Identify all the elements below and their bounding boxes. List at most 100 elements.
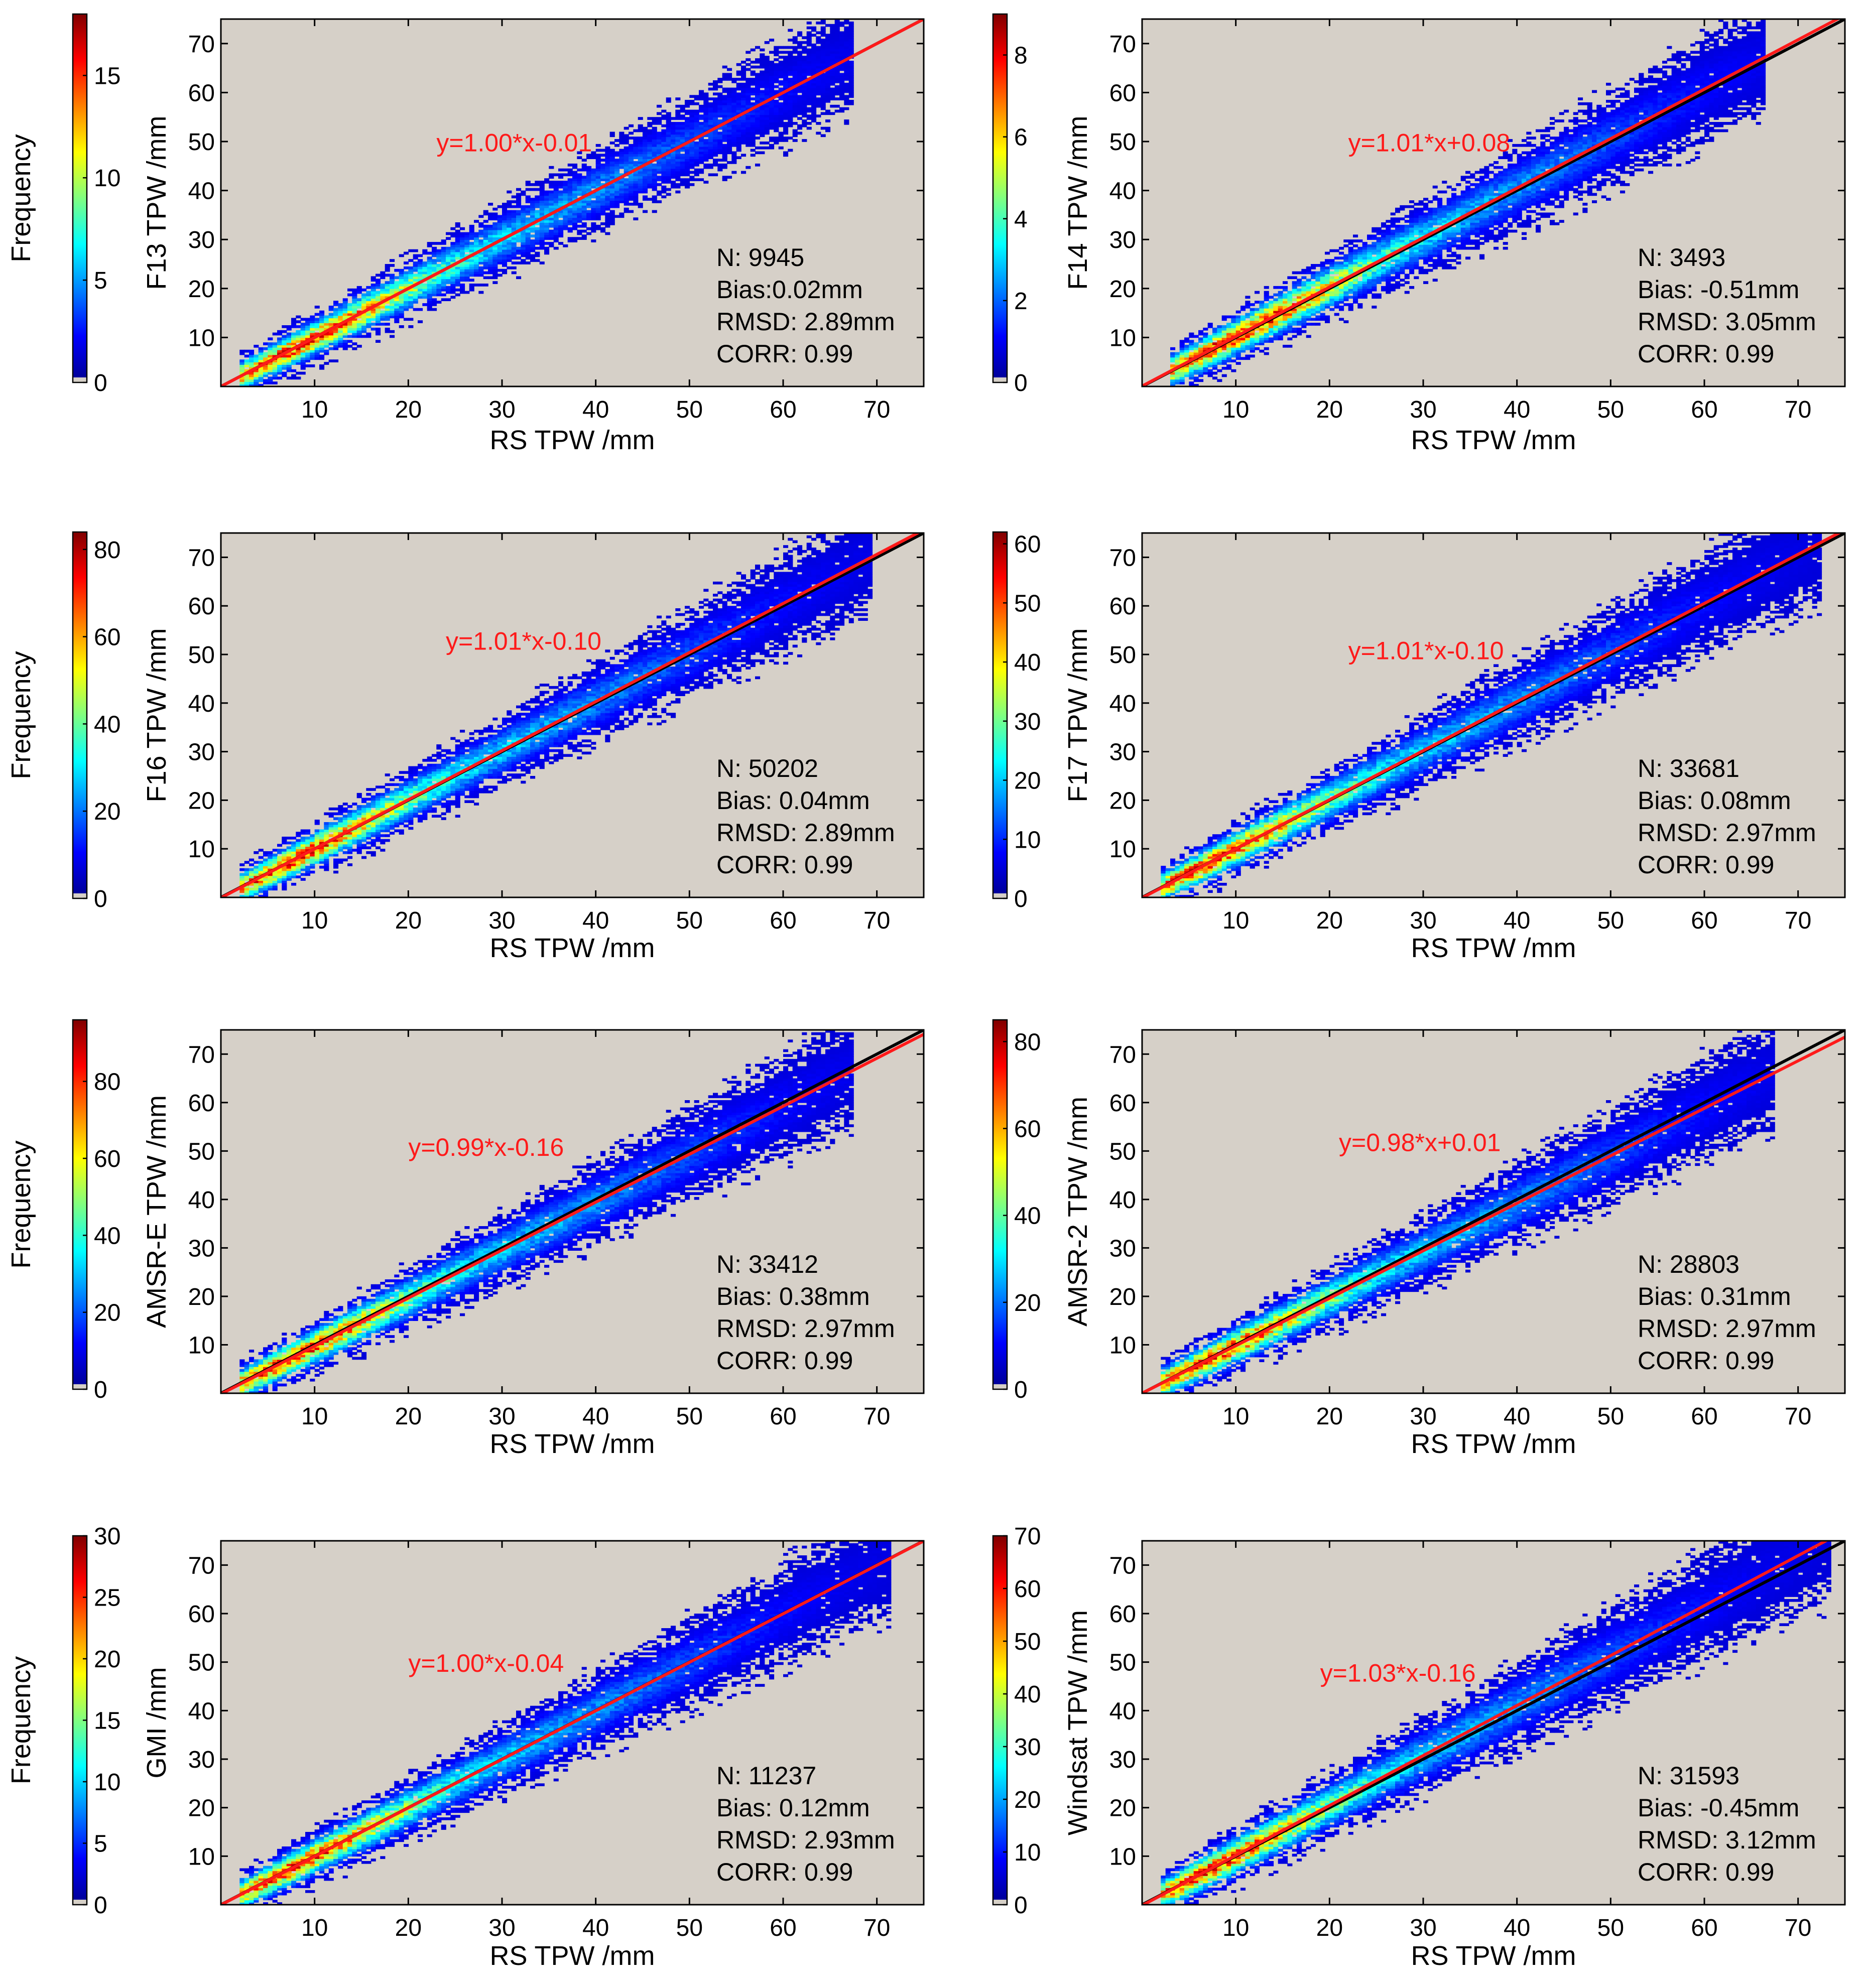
density-cell: [511, 224, 517, 228]
density-cell: [675, 142, 681, 145]
density-cell: [797, 117, 803, 120]
density-cell: [811, 85, 817, 88]
density-cell: [792, 131, 798, 135]
density-cell: [507, 200, 512, 203]
density-cell: [1390, 279, 1396, 282]
density-cell: [1418, 254, 1424, 257]
y-tick-label-f13: 70: [188, 31, 215, 58]
density-cell: [1278, 291, 1283, 294]
density-cell: [694, 102, 699, 105]
density-cell: [516, 200, 522, 203]
density-cell: [619, 142, 625, 145]
density-cell: [760, 85, 765, 88]
density-cell: [1329, 293, 1335, 297]
density-cell: [305, 345, 311, 348]
density-cell: [1418, 207, 1424, 211]
density-cell: [581, 212, 587, 216]
density-cell: [806, 82, 812, 86]
density-cell: [708, 87, 713, 91]
density-cell: [516, 227, 522, 230]
density-cell: [652, 131, 657, 135]
density-cell: [764, 117, 770, 120]
density-cell: [834, 31, 840, 35]
density-cell: [1386, 288, 1391, 292]
density-cell: [338, 325, 343, 328]
density-cell: [390, 306, 395, 309]
density-cell: [549, 193, 554, 196]
density-cell: [661, 195, 667, 199]
density-cell: [525, 256, 531, 260]
density-cell: [1353, 269, 1358, 272]
density-cell: [464, 291, 470, 294]
density-cell: [380, 291, 386, 294]
density-cell: [300, 323, 306, 326]
density-cell: [689, 166, 695, 169]
density-cell: [558, 176, 564, 179]
density-cell: [338, 320, 343, 323]
density-cell: [567, 239, 573, 242]
density-cell: [1446, 215, 1452, 218]
density-cell: [1386, 234, 1391, 238]
density-cell: [1255, 342, 1260, 345]
density-cell: [591, 156, 596, 159]
density-cell: [783, 129, 789, 132]
density-cell: [591, 212, 596, 216]
density-cell: [314, 352, 320, 355]
density-cell: [511, 217, 517, 220]
density-cell: [404, 266, 409, 270]
density-cell: [1170, 352, 1176, 355]
density-cell: [797, 112, 803, 115]
density-cell: [1226, 330, 1232, 333]
density-cell: [399, 269, 404, 272]
density-cell: [717, 104, 723, 108]
density-cell: [731, 139, 737, 142]
density-cell: [507, 217, 512, 220]
density-cell: [844, 107, 849, 110]
density-cell: [577, 229, 582, 233]
density-cell: [1329, 291, 1335, 294]
density-cell: [1400, 254, 1405, 257]
density-cell: [774, 114, 779, 117]
density-cell: [502, 269, 508, 272]
density-cell: [689, 151, 695, 155]
density-cell: [1470, 215, 1475, 218]
density-cell: [1409, 227, 1415, 230]
density-cell: [1423, 281, 1429, 284]
density-cell: [783, 137, 789, 140]
density-cell: [736, 100, 741, 103]
density-cell: [469, 264, 474, 267]
density-cell: [1432, 215, 1438, 218]
density-cell: [516, 256, 522, 260]
density-cell: [1353, 256, 1358, 260]
density-cell: [666, 142, 671, 145]
density-cell: [778, 107, 784, 110]
density-cell: [558, 183, 564, 186]
density-cell: [469, 232, 474, 235]
density-cell: [305, 330, 311, 333]
density-cell: [530, 207, 536, 211]
density-cell: [390, 274, 395, 277]
density-cell: [404, 306, 409, 309]
density-cell: [441, 266, 446, 270]
density-cell: [760, 75, 765, 78]
density-cell: [563, 181, 568, 184]
density-cell: [507, 259, 512, 262]
density-cell: [436, 284, 442, 287]
density-cell: [1437, 251, 1443, 255]
density-cell: [1320, 306, 1325, 309]
density-cell: [399, 301, 404, 304]
density-cell: [591, 176, 596, 179]
density-cell: [1474, 212, 1480, 216]
density-cell: [385, 318, 390, 321]
density-cell: [1479, 229, 1485, 233]
density-cell: [572, 171, 578, 174]
density-cell: [839, 87, 845, 91]
density-cell: [643, 146, 648, 150]
density-cell: [1376, 266, 1382, 270]
x-tick-label-f13: 20: [395, 396, 422, 423]
density-cell: [1179, 369, 1185, 372]
density-cell: [741, 129, 747, 132]
density-cell: [347, 335, 353, 338]
density-cell: [1283, 301, 1288, 304]
density-cell: [1460, 212, 1466, 216]
